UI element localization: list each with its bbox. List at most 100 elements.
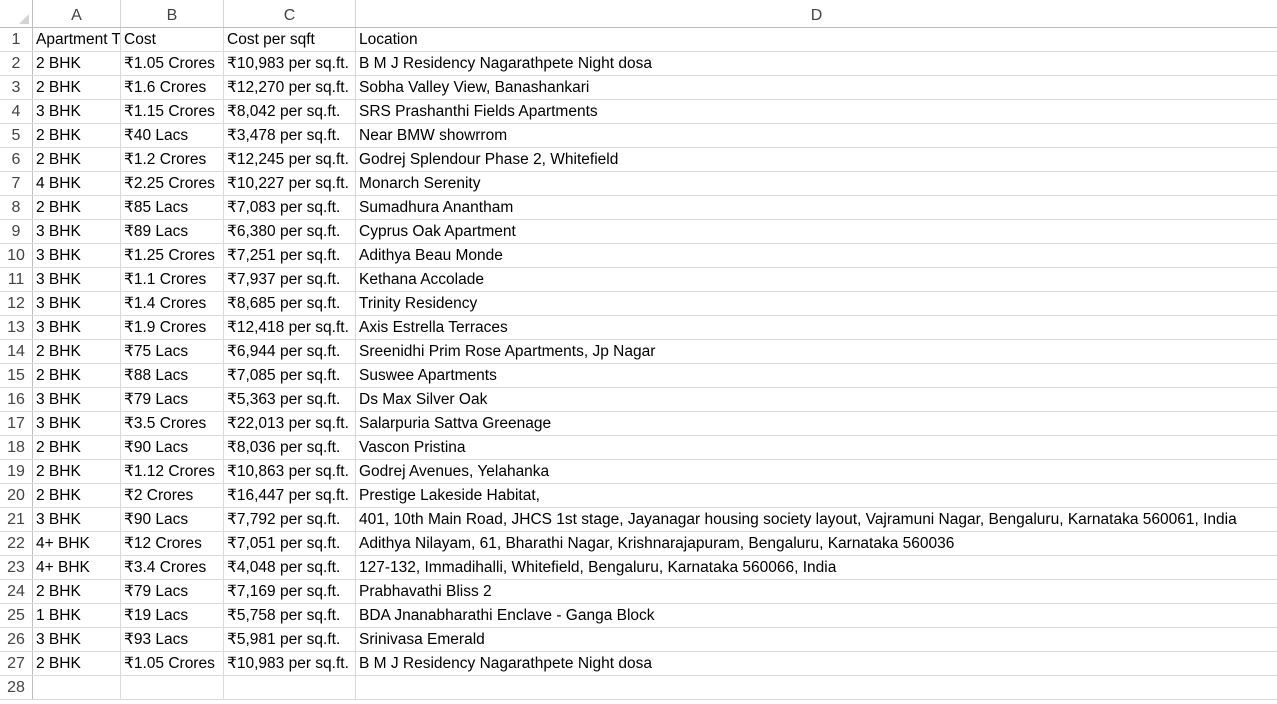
- header-cell-cost-per-sqft[interactable]: Cost per sqft: [224, 28, 356, 51]
- cell-cost[interactable]: ₹75 Lacs: [121, 340, 224, 363]
- cell-cost-per-sqft[interactable]: ₹7,085 per sq.ft.: [224, 364, 356, 387]
- cell-apartment-type[interactable]: 2 BHK: [33, 340, 121, 363]
- cell-cost-per-sqft[interactable]: ₹10,863 per sq.ft.: [224, 460, 356, 483]
- cell-location[interactable]: SRS Prashanthi Fields Apartments: [359, 103, 598, 120]
- cell-location[interactable]: Axis Estrella Terraces: [359, 319, 508, 336]
- row-number[interactable]: 12: [0, 292, 33, 315]
- cell-cost-per-sqft[interactable]: ₹6,380 per sq.ft.: [224, 220, 356, 243]
- cell-apartment-type[interactable]: 4+ BHK: [33, 532, 121, 555]
- cell-cost[interactable]: ₹3.4 Crores: [121, 556, 224, 579]
- header-cell-location[interactable]: Location: [359, 31, 418, 48]
- header-cell-apartment[interactable]: Apartment Type: [33, 28, 121, 51]
- row-number[interactable]: 4: [0, 100, 33, 123]
- cell-location[interactable]: Kethana Accolade: [359, 271, 484, 288]
- column-header-a[interactable]: A: [33, 0, 121, 27]
- cell-cost[interactable]: ₹3.5 Crores: [121, 412, 224, 435]
- cell-location[interactable]: 127-132, Immadihalli, Whitefield, Bengal…: [359, 559, 837, 576]
- cell-apartment-type[interactable]: 3 BHK: [33, 412, 121, 435]
- cell-cost[interactable]: ₹90 Lacs: [121, 508, 224, 531]
- cell-cost-per-sqft[interactable]: ₹12,418 per sq.ft.: [224, 316, 356, 339]
- row-number[interactable]: 14: [0, 340, 33, 363]
- cell-location[interactable]: BDA Jnanabharathi Enclave - Ganga Block: [359, 607, 655, 624]
- cell-apartment-type[interactable]: 2 BHK: [33, 652, 121, 675]
- row-number[interactable]: 18: [0, 436, 33, 459]
- cell-cost-per-sqft[interactable]: ₹7,251 per sq.ft.: [224, 244, 356, 267]
- cell-cost-per-sqft[interactable]: [224, 676, 356, 699]
- row-number[interactable]: 9: [0, 220, 33, 243]
- row-number[interactable]: 21: [0, 508, 33, 531]
- cell-apartment-type[interactable]: 4 BHK: [33, 172, 121, 195]
- row-number[interactable]: 1: [0, 28, 33, 51]
- cell-apartment-type[interactable]: 3 BHK: [33, 220, 121, 243]
- cell-cost[interactable]: ₹40 Lacs: [121, 124, 224, 147]
- cell-cost-per-sqft[interactable]: ₹10,983 per sq.ft.: [224, 652, 356, 675]
- cell-cost[interactable]: ₹90 Lacs: [121, 436, 224, 459]
- row-number[interactable]: 27: [0, 652, 33, 675]
- cell-location[interactable]: Srinivasa Emerald: [359, 631, 485, 648]
- cell-cost-per-sqft[interactable]: ₹12,245 per sq.ft.: [224, 148, 356, 171]
- row-number[interactable]: 8: [0, 196, 33, 219]
- cell-cost[interactable]: ₹1.15 Crores: [121, 100, 224, 123]
- cell-cost-per-sqft[interactable]: ₹7,083 per sq.ft.: [224, 196, 356, 219]
- cell-location[interactable]: B M J Residency Nagarathpete Night dosa: [359, 55, 652, 72]
- row-number[interactable]: 24: [0, 580, 33, 603]
- cell-location[interactable]: Sreenidhi Prim Rose Apartments, Jp Nagar: [359, 343, 656, 360]
- cell-apartment-type[interactable]: 3 BHK: [33, 316, 121, 339]
- row-number[interactable]: 6: [0, 148, 33, 171]
- row-number[interactable]: 23: [0, 556, 33, 579]
- cell-cost[interactable]: ₹88 Lacs: [121, 364, 224, 387]
- cell-apartment-type[interactable]: 3 BHK: [33, 628, 121, 651]
- cell-cost-per-sqft[interactable]: ₹3,478 per sq.ft.: [224, 124, 356, 147]
- row-number[interactable]: 2: [0, 52, 33, 75]
- cell-cost[interactable]: ₹1.9 Crores: [121, 316, 224, 339]
- cell-apartment-type[interactable]: 2 BHK: [33, 484, 121, 507]
- cell-location[interactable]: Monarch Serenity: [359, 175, 481, 192]
- cell-cost-per-sqft[interactable]: ₹16,447 per sq.ft.: [224, 484, 356, 507]
- cell-cost-per-sqft[interactable]: ₹8,685 per sq.ft.: [224, 292, 356, 315]
- cell-location[interactable]: Sobha Valley View, Banashankari: [359, 79, 590, 96]
- cell-cost[interactable]: [121, 676, 224, 699]
- cell-cost[interactable]: ₹79 Lacs: [121, 580, 224, 603]
- cell-cost[interactable]: ₹1.2 Crores: [121, 148, 224, 171]
- cell-cost[interactable]: ₹93 Lacs: [121, 628, 224, 651]
- row-number[interactable]: 13: [0, 316, 33, 339]
- cell-location[interactable]: Adithya Nilayam, 61, Bharathi Nagar, Kri…: [359, 535, 955, 552]
- row-number[interactable]: 7: [0, 172, 33, 195]
- cell-cost-per-sqft[interactable]: ₹5,758 per sq.ft.: [224, 604, 356, 627]
- cell-apartment-type[interactable]: 3 BHK: [33, 244, 121, 267]
- cell-cost[interactable]: ₹19 Lacs: [121, 604, 224, 627]
- row-number[interactable]: 19: [0, 460, 33, 483]
- cell-cost-per-sqft[interactable]: ₹22,013 per sq.ft.: [224, 412, 356, 435]
- cell-cost-per-sqft[interactable]: ₹10,983 per sq.ft.: [224, 52, 356, 75]
- cell-apartment-type[interactable]: [33, 676, 121, 699]
- cell-location[interactable]: Prabhavathi Bliss 2: [359, 583, 492, 600]
- row-number[interactable]: 28: [0, 676, 33, 699]
- cell-location[interactable]: Salarpuria Sattva Greenage: [359, 415, 552, 432]
- cell-apartment-type[interactable]: 2 BHK: [33, 124, 121, 147]
- cell-apartment-type[interactable]: 3 BHK: [33, 100, 121, 123]
- row-number[interactable]: 17: [0, 412, 33, 435]
- cell-location[interactable]: Prestige Lakeside Habitat,: [359, 487, 540, 504]
- cell-cost[interactable]: ₹85 Lacs: [121, 196, 224, 219]
- cell-apartment-type[interactable]: 1 BHK: [33, 604, 121, 627]
- row-number[interactable]: 25: [0, 604, 33, 627]
- cell-location[interactable]: Vascon Pristina: [359, 439, 466, 456]
- row-number[interactable]: 3: [0, 76, 33, 99]
- row-number[interactable]: 16: [0, 388, 33, 411]
- row-number[interactable]: 26: [0, 628, 33, 651]
- cell-cost-per-sqft[interactable]: ₹12,270 per sq.ft.: [224, 76, 356, 99]
- cell-location[interactable]: Trinity Residency: [359, 295, 478, 312]
- cell-cost[interactable]: ₹79 Lacs: [121, 388, 224, 411]
- cell-cost-per-sqft[interactable]: ₹5,363 per sq.ft.: [224, 388, 356, 411]
- cell-apartment-type[interactable]: 2 BHK: [33, 580, 121, 603]
- cell-cost[interactable]: ₹1.6 Crores: [121, 76, 224, 99]
- cell-apartment-type[interactable]: 2 BHK: [33, 460, 121, 483]
- cell-location[interactable]: Godrej Avenues, Yelahanka: [359, 463, 550, 480]
- cell-cost-per-sqft[interactable]: ₹7,937 per sq.ft.: [224, 268, 356, 291]
- row-number[interactable]: 15: [0, 364, 33, 387]
- cell-location[interactable]: Suswee Apartments: [359, 367, 497, 384]
- cell-location[interactable]: Sumadhura Anantham: [359, 199, 514, 216]
- cell-apartment-type[interactable]: 2 BHK: [33, 364, 121, 387]
- select-all-corner[interactable]: [0, 0, 33, 27]
- cell-apartment-type[interactable]: 2 BHK: [33, 196, 121, 219]
